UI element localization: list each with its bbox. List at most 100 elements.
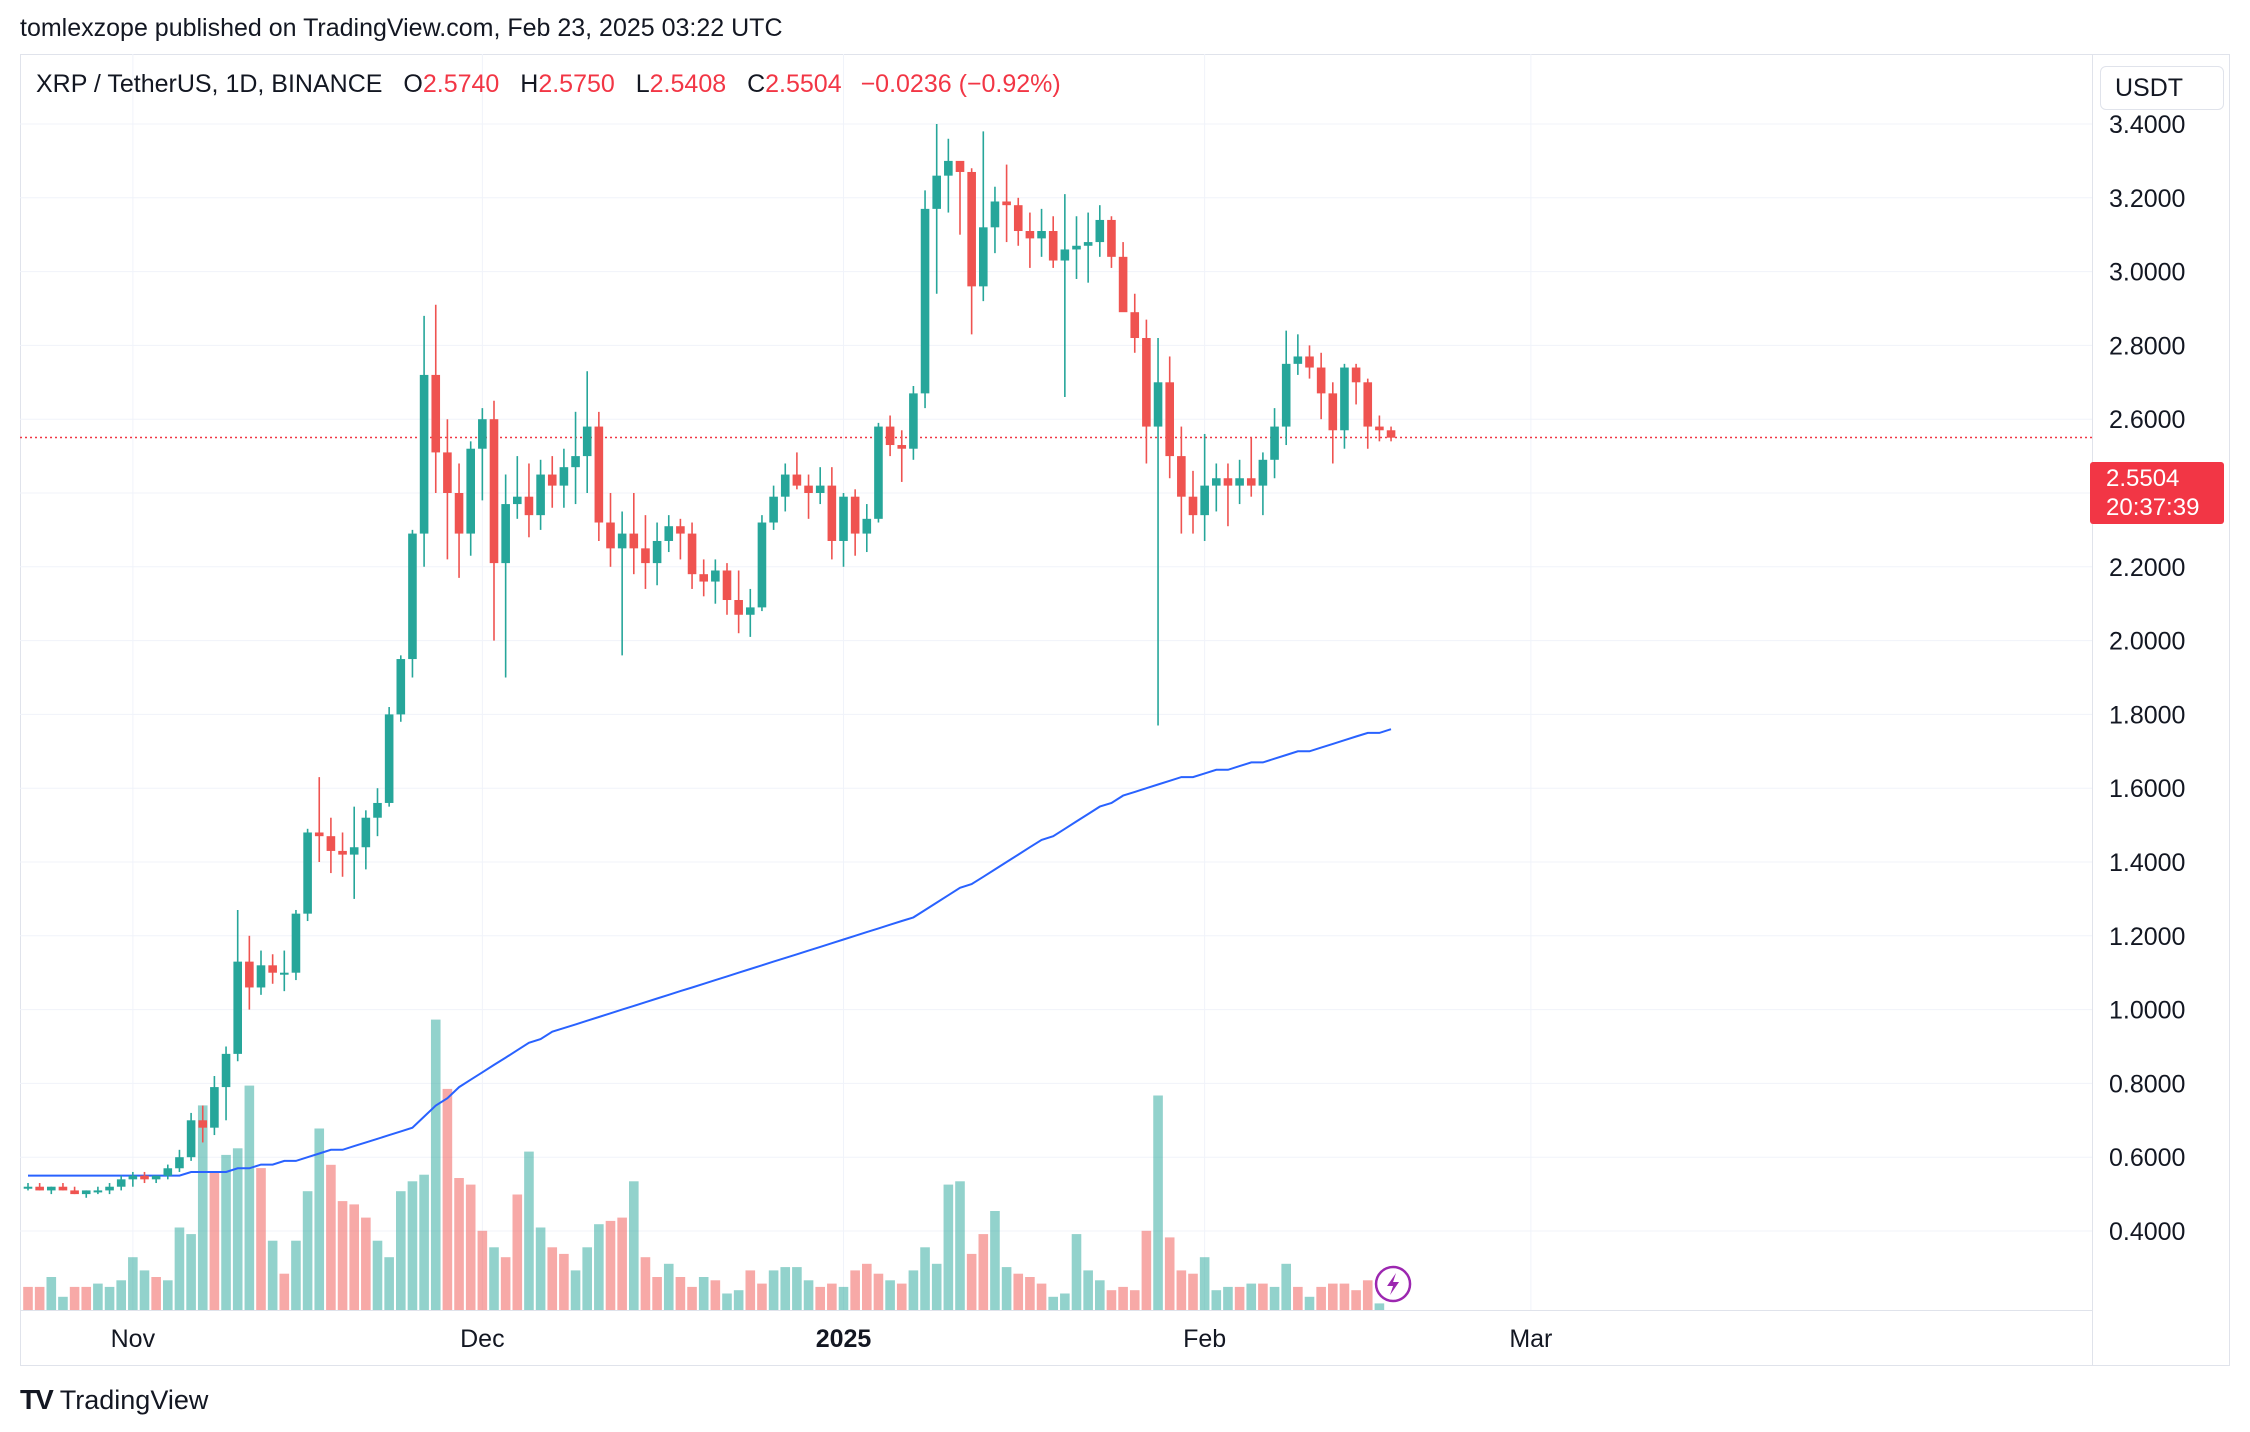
candle <box>70 1186 79 1195</box>
candle <box>874 422 883 523</box>
candle <box>396 655 406 722</box>
tradingview-brand[interactable]: TV TradingView <box>20 1384 208 1416</box>
candle <box>1375 415 1384 442</box>
candle-body <box>1142 338 1151 427</box>
candle-body <box>967 171 976 287</box>
candle <box>746 588 755 637</box>
volume-bar <box>885 1280 895 1310</box>
candle <box>1235 459 1244 505</box>
volume-bar <box>477 1230 488 1310</box>
volume-bar <box>232 1148 243 1310</box>
volume-bar <box>1351 1290 1361 1310</box>
candle <box>478 408 487 501</box>
volume-bar <box>407 1181 418 1310</box>
last-price-tag: 2.5504 20:37:39 <box>2090 462 2224 524</box>
candle <box>489 400 499 641</box>
candle <box>676 518 685 560</box>
candle-body <box>547 474 557 486</box>
candle-body <box>536 474 545 516</box>
volume-bar <box>69 1286 80 1310</box>
candle-body <box>897 445 907 449</box>
candle-body <box>1351 367 1361 383</box>
volume-bar <box>594 1224 604 1310</box>
volume-bar <box>896 1283 907 1310</box>
candle <box>524 463 534 538</box>
candle-body <box>1095 219 1105 243</box>
symbol-label[interactable]: XRP / TetherUS, 1D, BINANCE <box>36 70 383 98</box>
low-label: L <box>635 70 650 98</box>
candle <box>1293 334 1303 375</box>
candle-body <box>641 548 650 564</box>
candle <box>1072 216 1081 279</box>
candle <box>885 415 895 457</box>
time-tick-label: Nov <box>111 1325 156 1353</box>
volume-bar <box>745 1270 756 1310</box>
candlestick-chart[interactable] <box>20 54 2092 1310</box>
volume-bar <box>698 1277 709 1310</box>
currency-selector[interactable]: USDT <box>2100 66 2224 110</box>
candle-body <box>280 972 289 975</box>
candle-body <box>1107 219 1116 257</box>
candle-body <box>594 426 604 523</box>
candle-body <box>489 419 499 564</box>
candle-body <box>186 1120 196 1158</box>
candle-body <box>909 393 918 449</box>
volume-bar <box>1141 1230 1152 1310</box>
volume-bar <box>1013 1273 1024 1310</box>
bar-countdown: 20:37:39 <box>2106 494 2200 521</box>
volume-bar <box>163 1280 173 1310</box>
chart-area[interactable] <box>20 54 2092 1310</box>
candle-body <box>1363 382 1373 427</box>
volume-bar <box>1001 1267 1012 1310</box>
candle-body <box>780 474 790 497</box>
candle <box>326 817 336 874</box>
candle-body <box>815 485 825 493</box>
candle <box>186 1112 196 1161</box>
volume-bar <box>244 1085 255 1310</box>
candle <box>641 515 650 589</box>
price-scale[interactable]: 3.40003.20003.00002.80002.60002.40002.20… <box>2092 54 2230 1366</box>
candle-body <box>1072 245 1081 250</box>
volume-bar <box>920 1247 930 1310</box>
candle <box>1060 194 1070 398</box>
candle <box>1340 363 1349 449</box>
candle-body <box>361 817 371 848</box>
candle <box>547 456 557 508</box>
candle-body <box>885 426 895 446</box>
candle <box>850 489 860 556</box>
candle <box>373 788 382 837</box>
price-tick-label: 1.0000 <box>2109 997 2185 1025</box>
candle-body <box>210 1087 219 1128</box>
volume-bar <box>1246 1283 1257 1310</box>
candle <box>1223 463 1233 527</box>
volume-bar <box>722 1293 732 1310</box>
candle <box>909 385 918 460</box>
candle <box>559 448 569 508</box>
candle-body <box>792 474 802 486</box>
candle <box>1212 463 1221 512</box>
candle-body <box>513 496 522 505</box>
candle-body <box>1386 430 1396 438</box>
candle-body <box>443 452 452 493</box>
volume-bar <box>372 1240 383 1310</box>
candle-body <box>245 961 254 988</box>
candle <box>979 131 988 302</box>
volume-bar <box>1258 1283 1268 1310</box>
volume-bar <box>1176 1270 1187 1310</box>
volume-bar <box>582 1247 592 1310</box>
time-tick-label: 2025 <box>816 1325 872 1353</box>
candle <box>151 1175 161 1184</box>
volume-bar <box>1025 1277 1035 1310</box>
candle <box>1386 426 1396 442</box>
candle <box>454 463 464 578</box>
volume-bar <box>629 1181 639 1310</box>
candle-body <box>1212 478 1221 486</box>
candle-body <box>746 607 755 615</box>
candle-body <box>804 485 813 493</box>
candle-body <box>990 201 1000 228</box>
time-scale[interactable]: Nov Dec 2025 Feb Mar <box>20 1310 2092 1366</box>
candle-body <box>839 496 848 541</box>
volume-bar <box>1328 1283 1338 1310</box>
candle-body <box>466 448 475 534</box>
candle <box>1025 212 1035 268</box>
